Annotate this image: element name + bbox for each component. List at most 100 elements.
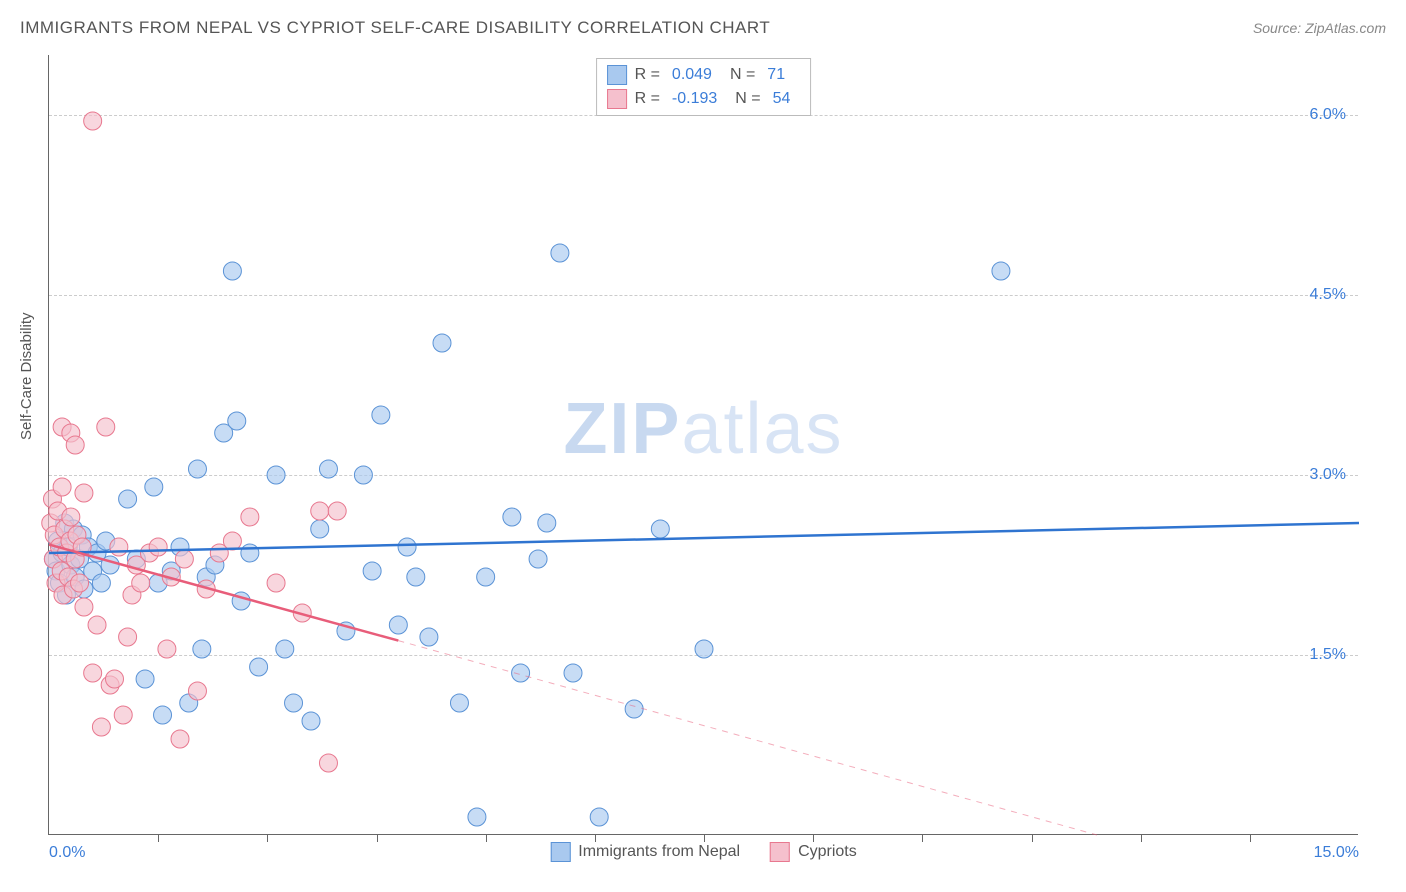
- legend-item: Immigrants from Nepal: [550, 842, 740, 862]
- data-point: [241, 544, 259, 562]
- data-point: [267, 574, 285, 592]
- data-point: [175, 550, 193, 568]
- data-point: [62, 508, 80, 526]
- legend-row: R = -0.193 N = 54: [607, 87, 801, 111]
- x-tick: [158, 834, 159, 842]
- legend-swatch: [550, 842, 570, 862]
- x-tick: [595, 834, 596, 842]
- data-point: [119, 628, 137, 646]
- x-tick: [813, 834, 814, 842]
- data-point: [158, 640, 176, 658]
- legend-n-value: 71: [767, 66, 785, 84]
- legend-r-value: -0.193: [672, 90, 717, 108]
- series-legend: Immigrants from Nepal Cypriots: [550, 842, 857, 862]
- legend-swatch: [607, 89, 627, 109]
- data-point: [188, 460, 206, 478]
- trend-line: [49, 523, 1359, 553]
- x-tick-label: 15.0%: [1314, 844, 1359, 862]
- data-point: [551, 244, 569, 262]
- x-tick: [922, 834, 923, 842]
- data-point: [450, 694, 468, 712]
- data-point: [92, 718, 110, 736]
- data-point: [136, 670, 154, 688]
- data-point: [154, 706, 172, 724]
- data-point: [145, 478, 163, 496]
- y-tick-label: 6.0%: [1310, 106, 1346, 124]
- correlation-legend: R = 0.049 N = 71 R = -0.193 N = 54: [596, 58, 812, 116]
- legend-swatch: [607, 65, 627, 85]
- data-point: [389, 616, 407, 634]
- x-tick: [377, 834, 378, 842]
- data-point: [276, 640, 294, 658]
- data-point: [311, 520, 329, 538]
- legend-r-label: R =: [635, 90, 660, 108]
- data-point: [132, 574, 150, 592]
- data-point: [311, 502, 329, 520]
- data-point: [372, 406, 390, 424]
- data-point: [433, 334, 451, 352]
- legend-n-label: N =: [730, 66, 755, 84]
- data-point: [149, 538, 167, 556]
- data-point: [992, 262, 1010, 280]
- data-point: [538, 514, 556, 532]
- legend-item: Cypriots: [770, 842, 857, 862]
- data-point: [75, 598, 93, 616]
- y-axis-label: Self-Care Disability: [18, 312, 35, 440]
- trend-line-extrapolated: [398, 641, 1097, 835]
- y-tick-label: 1.5%: [1310, 646, 1346, 664]
- data-point: [398, 538, 416, 556]
- legend-n-value: 54: [773, 90, 791, 108]
- data-point: [241, 508, 259, 526]
- legend-label: Cypriots: [798, 843, 857, 861]
- data-point: [223, 262, 241, 280]
- data-point: [651, 520, 669, 538]
- plot-area: ZIPatlas R =0.049 N =71 R =-0.193 N =54 …: [48, 55, 1358, 835]
- data-point: [53, 478, 71, 496]
- data-point: [110, 538, 128, 556]
- legend-r-label: R =: [635, 66, 660, 84]
- y-tick-label: 4.5%: [1310, 286, 1346, 304]
- data-point: [71, 574, 89, 592]
- data-point: [106, 670, 124, 688]
- data-point: [188, 682, 206, 700]
- x-tick: [1141, 834, 1142, 842]
- y-tick-label: 3.0%: [1310, 466, 1346, 484]
- data-point: [302, 712, 320, 730]
- data-point: [228, 412, 246, 430]
- data-point: [363, 562, 381, 580]
- x-tick-label: 0.0%: [49, 844, 85, 862]
- data-point: [564, 664, 582, 682]
- data-point: [267, 466, 285, 484]
- data-point: [84, 664, 102, 682]
- legend-label: Immigrants from Nepal: [578, 843, 740, 861]
- data-point: [695, 640, 713, 658]
- data-point: [193, 640, 211, 658]
- data-point: [92, 574, 110, 592]
- chart-title: IMMIGRANTS FROM NEPAL VS CYPRIOT SELF-CA…: [20, 18, 770, 38]
- data-point: [119, 490, 137, 508]
- data-point: [223, 532, 241, 550]
- data-point: [477, 568, 495, 586]
- legend-row: R = 0.049 N = 71: [607, 63, 801, 87]
- data-point: [529, 550, 547, 568]
- data-point: [319, 754, 337, 772]
- x-tick: [486, 834, 487, 842]
- data-point: [114, 706, 132, 724]
- legend-r-value: 0.049: [672, 66, 712, 84]
- legend-n-label: N =: [735, 90, 760, 108]
- data-point: [420, 628, 438, 646]
- data-point: [503, 508, 521, 526]
- data-point: [625, 700, 643, 718]
- x-tick: [704, 834, 705, 842]
- data-point: [250, 658, 268, 676]
- data-point: [328, 502, 346, 520]
- data-point: [319, 460, 337, 478]
- data-point: [88, 616, 106, 634]
- x-tick: [1250, 834, 1251, 842]
- data-point: [97, 418, 115, 436]
- source-label: Source: ZipAtlas.com: [1253, 20, 1386, 36]
- scatter-plot-svg: [49, 55, 1358, 834]
- data-point: [84, 112, 102, 130]
- data-point: [66, 436, 84, 454]
- data-point: [407, 568, 425, 586]
